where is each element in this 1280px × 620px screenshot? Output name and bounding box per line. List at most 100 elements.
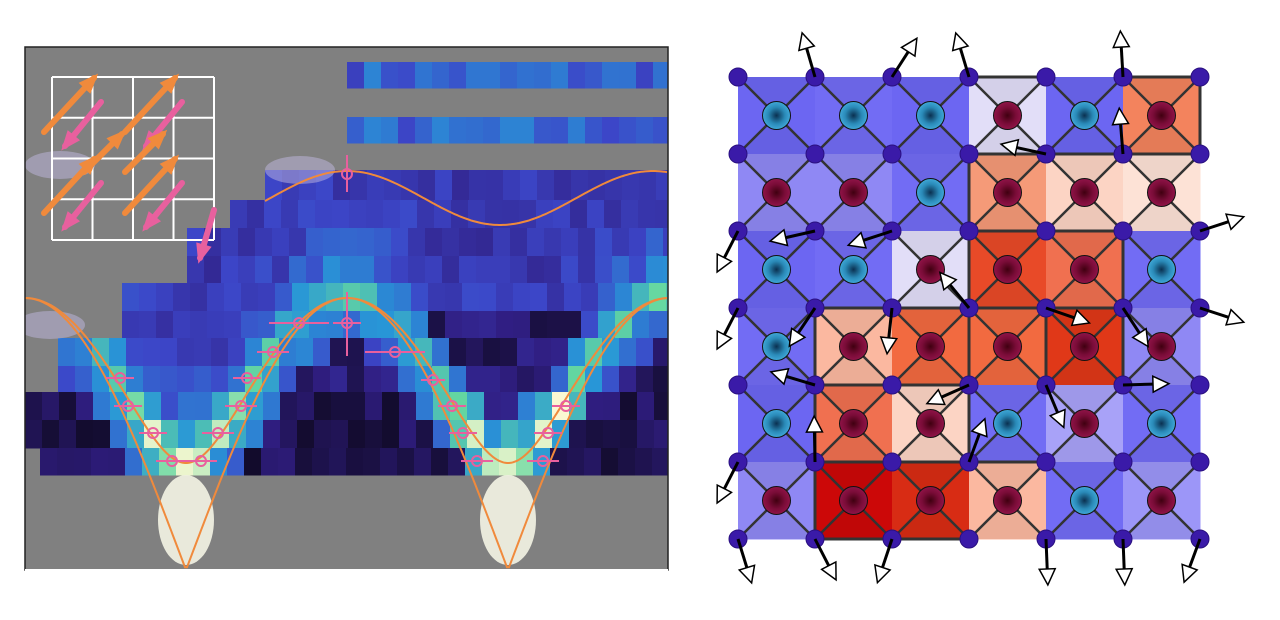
intensity-cell: [534, 338, 552, 367]
cell-shade: [1123, 346, 1200, 385]
red-site: [916, 255, 945, 284]
intensity-cell: [567, 448, 585, 476]
intensity-cell: [622, 170, 640, 201]
intensity-cell: [275, 311, 293, 340]
intensity-cell: [221, 256, 239, 285]
lattice-panel: [716, 29, 1246, 587]
intensity-cell: [605, 170, 623, 201]
intensity-cell: [58, 366, 76, 394]
cell-shade: [969, 462, 1046, 501]
intensity-cell: [357, 228, 375, 257]
intensity-cell: [156, 283, 174, 312]
intensity-cell: [289, 228, 307, 257]
intensity-cell: [374, 256, 392, 285]
corner-site: [805, 144, 825, 164]
intensity-cell: [517, 117, 535, 144]
intensity-cell: [448, 448, 466, 476]
red-site: [762, 486, 791, 515]
spin: [1016, 146, 1047, 156]
intensity-cell: [656, 170, 668, 201]
intensity-cell: [108, 448, 126, 476]
intensity-cell: [415, 62, 433, 89]
intensity-cell: [173, 311, 191, 340]
point: [147, 427, 159, 439]
intensity-cell: [663, 228, 668, 257]
cell-shade: [1046, 231, 1123, 270]
intensity-cell: [315, 200, 333, 229]
intensity-cell: [586, 420, 604, 449]
intensity-cell: [347, 117, 365, 144]
blue-site: [993, 409, 1022, 438]
intensity-cell: [585, 62, 603, 89]
intensity-cell: [109, 338, 127, 367]
intensity-cell: [486, 170, 504, 201]
cell-shade: [738, 308, 815, 347]
intensity-cell: [280, 392, 298, 421]
intensity-cell: [483, 62, 501, 89]
spin-head: [874, 563, 892, 585]
red-site: [839, 486, 868, 515]
corner-site: [959, 221, 979, 241]
intensity-cell: [547, 283, 565, 312]
intensity-cell: [578, 228, 596, 257]
intensity-cell: [646, 228, 664, 257]
intensity-cell: [493, 256, 511, 285]
intensity-cell: [655, 200, 668, 229]
upper-curve: [264, 170, 668, 226]
intensity-cell: [398, 62, 416, 89]
intensity-cell: [484, 420, 502, 449]
cell-shade: [969, 115, 1046, 154]
cell-shade: [815, 192, 892, 231]
red-site: [916, 332, 945, 361]
intensity-cell: [228, 338, 246, 367]
intensity-cell: [331, 420, 349, 449]
spin: [1045, 306, 1075, 320]
intensity-cell: [445, 311, 463, 340]
cell-shade: [738, 192, 815, 231]
intensity-cell: [278, 448, 296, 476]
spin-arrow-head: [78, 73, 99, 94]
spin: [723, 230, 740, 259]
intensity-cell: [602, 62, 620, 89]
intensity-cell: [584, 448, 602, 476]
intensity-cell: [380, 448, 398, 476]
intensity-cell: [272, 256, 290, 285]
intensity-cell: [666, 283, 668, 312]
intensity-cell: [411, 283, 429, 312]
intensity-cell: [442, 228, 460, 257]
intensity-cell: [92, 366, 110, 394]
cell-shade: [892, 231, 969, 270]
spin: [1121, 538, 1126, 570]
spin: [863, 229, 893, 242]
intensity-cell: [275, 283, 293, 312]
intensity-cell: [75, 366, 93, 394]
intensity-cell: [537, 170, 555, 201]
intensity-cell: [666, 311, 668, 340]
intensity-cell: [442, 256, 460, 285]
intensity-cell: [459, 256, 477, 285]
intensity-cell: [366, 200, 384, 229]
intensity-cell: [483, 366, 501, 394]
cell-shade: [815, 308, 892, 347]
intensity-cell: [502, 200, 520, 229]
blue-site: [762, 255, 791, 284]
intensity-cell: [326, 311, 344, 340]
cell-shade: [1046, 346, 1123, 385]
intensity-cell: [313, 366, 331, 394]
cell-shade: [1046, 385, 1123, 424]
cell-shade: [892, 346, 969, 385]
intensity-cell: [585, 117, 603, 144]
spin-arrow-head: [196, 242, 212, 264]
blue-site: [1070, 101, 1099, 130]
intensity-cell: [211, 338, 229, 367]
blue-site: [839, 255, 868, 284]
blue-site: [1147, 255, 1176, 284]
cell-shade: [969, 308, 1046, 347]
spin: [812, 431, 817, 463]
point: [293, 317, 305, 329]
intensity-cell: [272, 228, 290, 257]
cell-shade: [892, 192, 969, 231]
spin: [1119, 123, 1125, 155]
cell-shade: [969, 500, 1046, 539]
corner-site: [1190, 144, 1210, 164]
